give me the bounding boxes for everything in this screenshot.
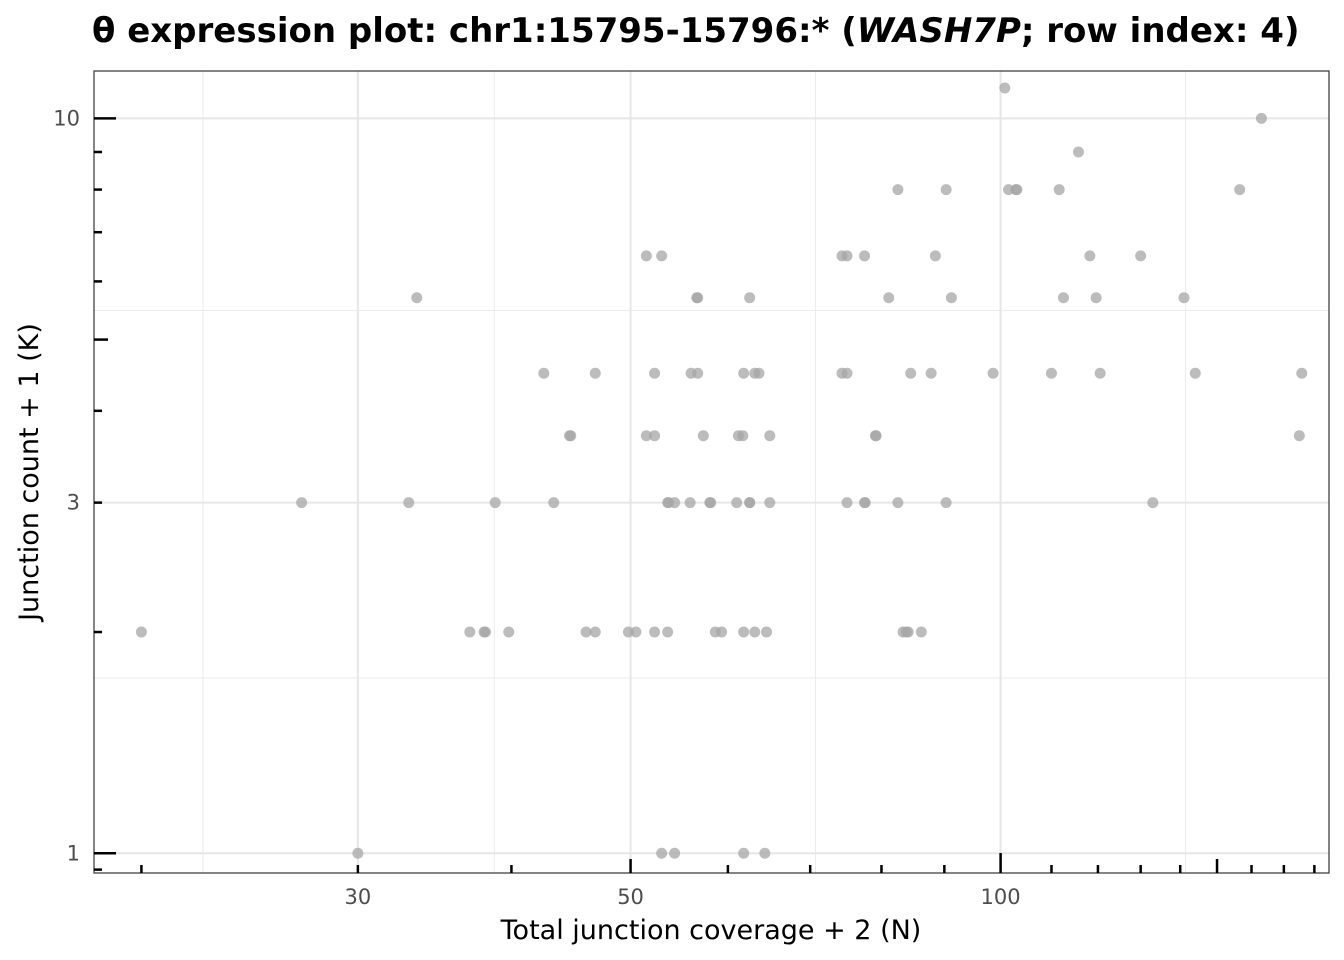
y-axis: 1 3 10 (53, 106, 116, 871)
data-point (883, 292, 895, 304)
data-point (669, 847, 681, 859)
data-point (761, 626, 773, 638)
data-point (662, 626, 674, 638)
data-point (892, 497, 904, 509)
data-point (640, 430, 652, 442)
data-point (987, 367, 999, 379)
data-point (759, 847, 771, 859)
x-axis: 30 50 100 (140, 853, 1316, 909)
data-point (1178, 292, 1190, 304)
data-point (692, 292, 704, 304)
chart-title-suffix: ; row index: 4) (1021, 11, 1300, 51)
data-point (630, 626, 642, 638)
data-point (738, 847, 750, 859)
data-point (1011, 184, 1023, 196)
data-point (548, 497, 560, 509)
plot-panel-border (93, 70, 1330, 874)
data-point (656, 847, 668, 859)
data-point (1234, 184, 1246, 196)
data-point (649, 367, 661, 379)
data-point (749, 626, 761, 638)
data-point (464, 626, 476, 638)
y-tick-label: 3 (67, 491, 80, 515)
data-point (915, 626, 927, 638)
data-point (1094, 367, 1106, 379)
data-point (905, 367, 917, 379)
data-point (1135, 250, 1147, 262)
data-point (940, 184, 952, 196)
data-point (669, 497, 681, 509)
data-point (684, 497, 696, 509)
data-point (538, 367, 550, 379)
data-point (1293, 430, 1305, 442)
data-point (656, 250, 668, 262)
data-point (479, 626, 491, 638)
major-gridlines (94, 71, 1329, 873)
data-point (859, 250, 871, 262)
data-point (697, 430, 709, 442)
minor-gridlines (94, 71, 1329, 873)
data-point (841, 367, 853, 379)
data-point (503, 626, 515, 638)
data-point (352, 847, 364, 859)
data-point (589, 626, 601, 638)
data-point (1053, 184, 1065, 196)
data-point (764, 497, 776, 509)
data-point (692, 367, 704, 379)
data-point (929, 250, 941, 262)
data-point (731, 497, 743, 509)
data-point (737, 430, 749, 442)
data-point (649, 626, 661, 638)
data-point (859, 497, 871, 509)
data-point (764, 430, 776, 442)
x-tick-label: 50 (617, 885, 644, 909)
data-point (649, 430, 661, 442)
data-point (1255, 112, 1267, 124)
data-point (1296, 367, 1308, 379)
data-point (565, 430, 577, 442)
data-point (489, 497, 501, 509)
data-point (403, 497, 415, 509)
x-tick-label: 100 (981, 885, 1021, 909)
data-point (753, 367, 765, 379)
data-point (999, 82, 1011, 94)
y-tick-label: 1 (67, 841, 80, 865)
data-point (1057, 292, 1069, 304)
data-point (945, 292, 957, 304)
data-point (1189, 367, 1201, 379)
data-point (870, 430, 882, 442)
data-point (1090, 292, 1102, 304)
data-point (705, 497, 717, 509)
x-axis-title: Total junction coverage + 2 (N) (500, 915, 922, 946)
data-points (135, 82, 1308, 859)
data-point (716, 626, 728, 638)
data-point (589, 367, 601, 379)
data-point (738, 626, 750, 638)
y-axis-title: Junction count + 1 (K) (14, 323, 45, 623)
data-point (1147, 497, 1159, 509)
data-point (902, 626, 914, 638)
data-point (892, 184, 904, 196)
data-point (640, 250, 652, 262)
data-point (841, 497, 853, 509)
chart-title-prefix: θ expression plot: chr1:15795-15796:* ( (92, 11, 857, 51)
chart-title: θ expression plot: chr1:15795-15796:* (W… (92, 11, 1299, 51)
data-point (1084, 250, 1096, 262)
data-point (1072, 146, 1084, 158)
data-point (580, 626, 592, 638)
data-point (1045, 367, 1057, 379)
data-point (135, 626, 147, 638)
y-tick-label: 10 (53, 106, 80, 130)
data-point (744, 497, 756, 509)
x-tick-label: 30 (345, 885, 372, 909)
data-point (925, 367, 937, 379)
data-point (841, 250, 853, 262)
data-point (940, 497, 952, 509)
data-point (411, 292, 423, 304)
data-point (296, 497, 308, 509)
chart-title-gene: WASH7P (857, 11, 1021, 51)
data-point (738, 367, 750, 379)
data-point (744, 292, 756, 304)
